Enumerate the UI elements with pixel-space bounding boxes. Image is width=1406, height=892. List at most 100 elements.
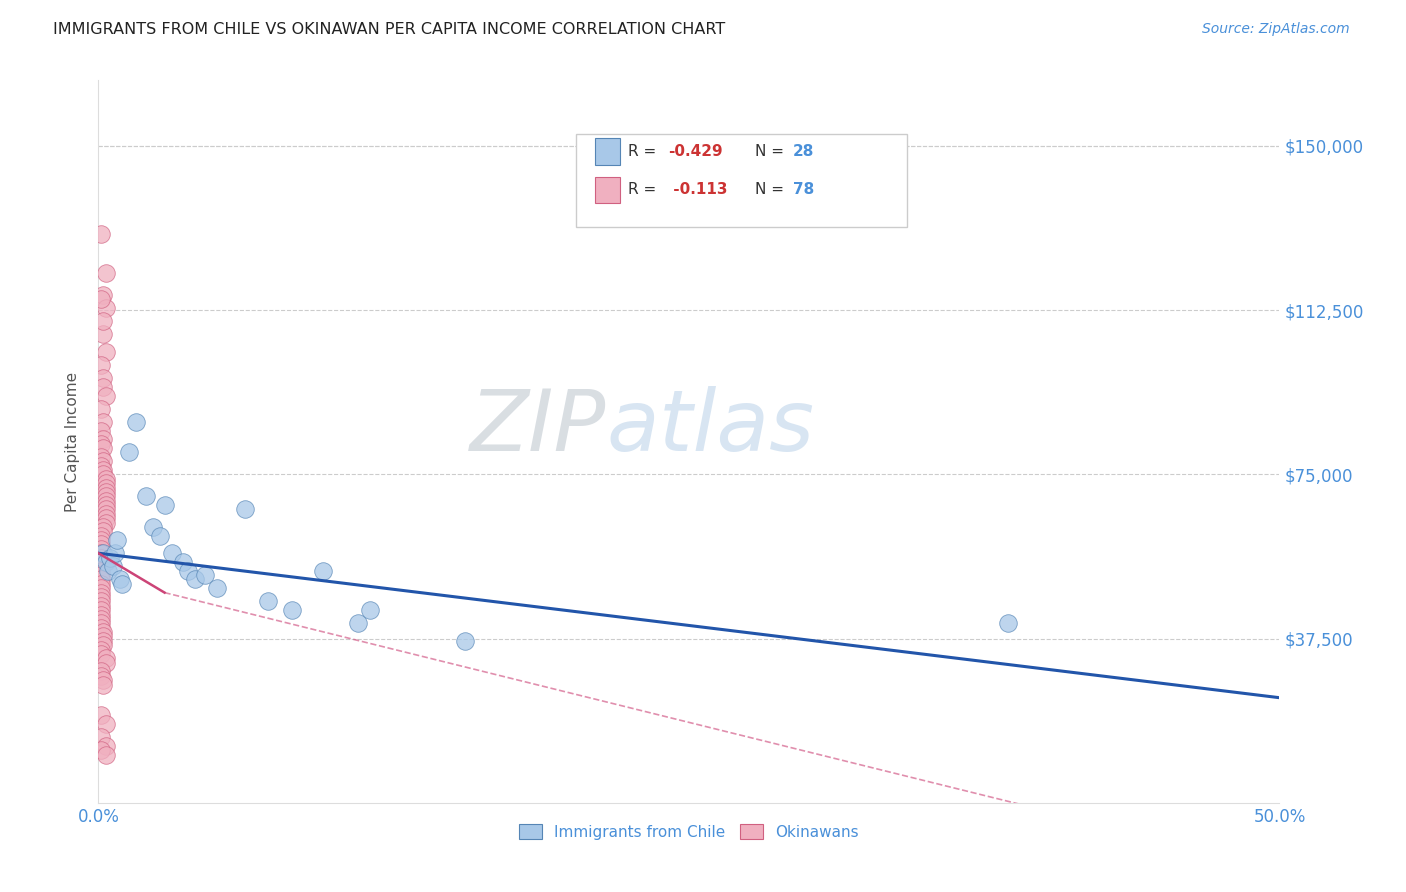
Text: 78: 78 — [793, 183, 814, 197]
Point — [94, 484, 117, 499]
Text: N =: N = — [755, 183, 789, 197]
Point — [91, 433, 114, 447]
Point — [94, 502, 117, 516]
Point — [91, 441, 114, 455]
Point — [94, 555, 117, 569]
Point — [101, 559, 124, 574]
Point — [90, 603, 112, 617]
Point — [90, 730, 112, 744]
Point — [91, 415, 114, 429]
Y-axis label: Per Capita Income: Per Capita Income — [65, 371, 80, 512]
Point — [90, 621, 112, 635]
Point — [94, 266, 117, 280]
Point — [90, 541, 112, 556]
Point — [90, 599, 112, 613]
Point — [257, 594, 280, 608]
Point — [90, 612, 112, 626]
Point — [94, 476, 117, 491]
Point — [94, 301, 117, 315]
Text: Source: ZipAtlas.com: Source: ZipAtlas.com — [1202, 22, 1350, 37]
Point — [90, 590, 112, 604]
Point — [94, 651, 117, 665]
Point — [94, 511, 117, 525]
Point — [90, 564, 112, 578]
Point — [94, 493, 117, 508]
Point — [91, 633, 114, 648]
Point — [91, 463, 114, 477]
Point — [90, 436, 112, 450]
Point — [453, 633, 475, 648]
Point — [90, 669, 112, 683]
Point — [90, 458, 112, 473]
Point — [118, 445, 141, 459]
Point — [94, 344, 117, 359]
Point — [90, 292, 112, 306]
Point — [104, 546, 127, 560]
Point — [94, 656, 117, 670]
Point — [97, 564, 120, 578]
Point — [91, 327, 114, 342]
Point — [94, 388, 117, 402]
Point — [91, 546, 114, 560]
Point — [153, 498, 176, 512]
Point — [94, 498, 117, 512]
Point — [90, 581, 112, 595]
Point — [90, 546, 112, 560]
Point — [91, 314, 114, 328]
Point — [90, 577, 112, 591]
Point — [94, 717, 117, 731]
Point — [105, 533, 128, 547]
Point — [359, 603, 381, 617]
Point — [94, 481, 117, 495]
Point — [347, 616, 370, 631]
Point — [90, 424, 112, 438]
Point — [90, 708, 112, 723]
Point — [90, 642, 112, 657]
Point — [312, 564, 335, 578]
Point — [90, 665, 112, 679]
Text: N =: N = — [755, 145, 789, 159]
Point — [90, 450, 112, 464]
Point — [98, 550, 121, 565]
Point — [281, 603, 304, 617]
Point — [111, 577, 134, 591]
Point — [90, 533, 112, 547]
Point — [142, 520, 165, 534]
Point — [194, 568, 217, 582]
Text: ZIP: ZIP — [470, 385, 606, 468]
Point — [997, 616, 1019, 631]
Point — [135, 489, 157, 503]
Point — [90, 616, 112, 631]
Point — [91, 454, 114, 468]
Legend: Immigrants from Chile, Okinawans: Immigrants from Chile, Okinawans — [513, 818, 865, 846]
Point — [108, 573, 131, 587]
Point — [90, 358, 112, 372]
Point — [90, 607, 112, 622]
Text: atlas: atlas — [606, 385, 814, 468]
Point — [91, 625, 114, 640]
Point — [91, 673, 114, 688]
Text: -0.113: -0.113 — [668, 183, 727, 197]
Point — [94, 747, 117, 762]
Point — [91, 638, 114, 652]
Point — [233, 502, 256, 516]
Point — [90, 401, 112, 416]
Point — [91, 371, 114, 385]
Point — [90, 555, 112, 569]
Point — [90, 585, 112, 599]
Point — [90, 537, 112, 551]
Point — [90, 559, 112, 574]
Point — [94, 507, 117, 521]
Point — [90, 529, 112, 543]
Point — [91, 380, 114, 394]
Point — [94, 489, 117, 503]
Point — [94, 739, 117, 753]
Point — [90, 227, 112, 241]
Point — [91, 520, 114, 534]
Point — [205, 581, 228, 595]
Point — [91, 629, 114, 643]
Point — [91, 677, 114, 691]
Point — [94, 472, 117, 486]
Text: R =: R = — [628, 183, 662, 197]
Point — [91, 524, 114, 539]
